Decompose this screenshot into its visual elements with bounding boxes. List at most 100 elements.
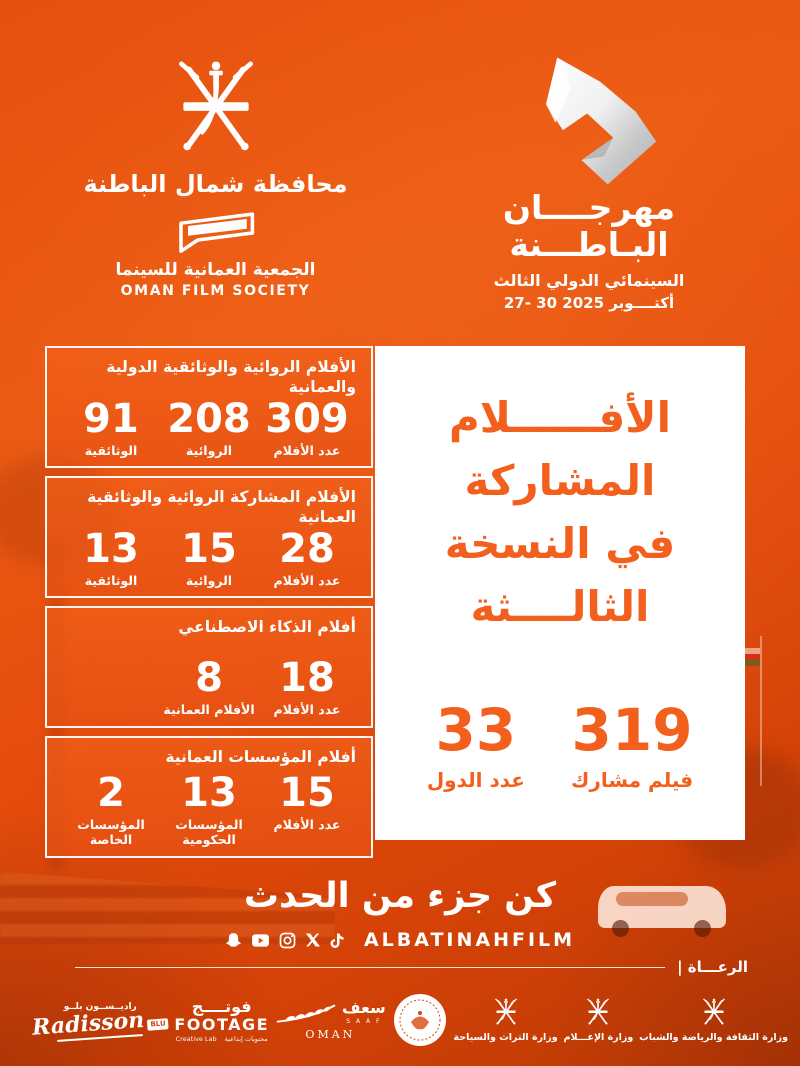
saaf-letters: S A A F xyxy=(346,1017,382,1025)
flagpole xyxy=(760,636,762,786)
stat-label: عدد الدول xyxy=(426,768,525,792)
film-society-clapper-icon xyxy=(178,212,254,253)
youtube-icon[interactable] xyxy=(251,933,270,948)
sponsor-footage: فوتــــج FOOTAGE Creative Lab محتويات إب… xyxy=(174,997,269,1044)
instagram-icon[interactable] xyxy=(279,932,296,949)
festival-dates: 27- 30 أكتــــوبر 2025 xyxy=(503,293,675,312)
stats-box-international-films: الأفلام الروائية والوثائقية الدولية والع… xyxy=(45,346,373,468)
stat-label: الوثائقية xyxy=(84,572,138,588)
stat-label: المؤسسات الحكومية xyxy=(175,817,243,847)
summary-stats: 319 فيلم مشارك 33 عدد الدول xyxy=(427,701,693,792)
stat-label: الروائية xyxy=(185,442,233,458)
stat-label: عدد الأفلام xyxy=(273,572,341,588)
stat-omani-films: 8 الأفلام العمانية xyxy=(160,657,258,717)
film-society-name-ar: الجمعية العمانية للسينما xyxy=(115,260,316,280)
social-handle[interactable]: ALBATINAHFILM xyxy=(363,929,576,951)
stat-narrative-films: 208 الروائية xyxy=(160,398,258,458)
stat-narrative-films: 15 الروائية xyxy=(160,528,258,588)
summary-heading: الأفــــــلام المشاركة في النسخة الثالــ… xyxy=(445,386,675,638)
saaf-oman-label: OMAN xyxy=(305,1027,356,1041)
sponsors-row: راديــســون بلــو Radisson BLU فوتــــج … xyxy=(31,980,788,1060)
stat-total-films: 28 عدد الأفلام xyxy=(258,528,356,588)
saaf-logo: سعف S A A F xyxy=(275,997,386,1025)
stat-private-institutions: 2 المؤسسات الخاصة xyxy=(62,772,160,847)
sponsor-ministry-heritage-tourism: وزارة التراث والسياحة xyxy=(453,997,558,1043)
stat-label: المؤسسات الخاصة xyxy=(77,817,145,847)
ministry-name: وزارة الثقافة والرياضة والشباب xyxy=(639,1031,788,1043)
stat-value: 319 xyxy=(571,696,693,764)
footage-subtitle: Creative Lab محتويات إبداعية xyxy=(176,1035,268,1043)
summary-heading-line: في النسخة xyxy=(444,519,676,568)
chamber-seal-logo xyxy=(393,994,446,1046)
stats-grid: 309 عدد الأفلام 208 الروائية 91 الوثائقي… xyxy=(62,398,356,460)
stats-box-title: أفلام الذكاء الاصطناعي xyxy=(178,618,356,636)
stat-label: الأفلام العمانية xyxy=(163,702,255,717)
stat-value: 8 xyxy=(195,655,223,701)
governorate-name: محافظة شمال الباطنة xyxy=(83,170,348,198)
radisson-blu-badge: BLU xyxy=(147,1017,170,1031)
stats-box-title: أفلام المؤسسات العمانية xyxy=(165,748,356,766)
stat-participating-films: 319 فيلم مشارك xyxy=(571,701,693,792)
footage-name-en: FOOTAGE xyxy=(174,1014,270,1034)
film-society-name-en: OMAN FILM SOCIETY xyxy=(120,283,311,299)
footage-subtitle-ar: محتويات إبداعية xyxy=(224,1035,268,1044)
stat-label: الروائية xyxy=(185,572,233,588)
saaf-name-ar: سعف xyxy=(341,997,386,1017)
stat-value: 208 xyxy=(167,395,251,442)
stat-government-institutions: 13 المؤسسات الحكومية xyxy=(160,772,258,847)
stat-value: 28 xyxy=(279,525,335,572)
stat-value: 2 xyxy=(97,770,125,816)
stat-value: 15 xyxy=(279,770,335,816)
stat-label: عدد الأفلام xyxy=(273,702,341,717)
social-media-row: ALBATINAHFILM xyxy=(0,929,800,951)
stat-value: 13 xyxy=(181,770,237,816)
stats-box-title: الأفلام المشاركة الروائية والوثائقية الع… xyxy=(87,488,356,527)
festival-subtitle: السينمائي الدولي الثالث xyxy=(493,270,685,290)
festival-title-line2: البـاطـــنة xyxy=(509,224,669,264)
footage-subtitle-en: Creative Lab xyxy=(175,1035,217,1044)
stat-label: فيلم مشارك xyxy=(570,768,694,792)
stats-box-ai-films: أفلام الذكاء الاصطناعي 18 عدد الأفلام 8 … xyxy=(45,606,373,728)
tiktok-icon[interactable] xyxy=(330,932,345,949)
radisson-name-ar: راديــســون بلــو xyxy=(63,1001,137,1012)
summary-heading-line: الأفــــــلام xyxy=(449,393,671,442)
x-icon[interactable] xyxy=(305,932,321,948)
stat-countries-count: 33 عدد الدول xyxy=(427,701,525,792)
oman-emblem-icon xyxy=(702,997,725,1026)
stat-value: 18 xyxy=(279,655,335,701)
stat-value: 309 xyxy=(265,395,349,442)
event-tagline: كن جزء من الحدث xyxy=(243,876,557,916)
stats-box-title: الأفلام الروائية والوثائقية الدولية والع… xyxy=(106,358,356,397)
festival-ribbon-logo-icon xyxy=(546,57,657,185)
radisson-name-en: Radisson xyxy=(31,1006,146,1041)
sponsor-radisson-blu: راديــســون بلــو Radisson BLU xyxy=(31,1001,170,1042)
sponsor-ministry-information: وزارة الإعـــلام xyxy=(564,997,633,1043)
stat-label: الوثائقية xyxy=(84,442,138,458)
oman-emblem-icon xyxy=(587,997,610,1026)
stat-value: 33 xyxy=(435,696,517,764)
ministry-name: وزارة التراث والسياحة xyxy=(453,1031,558,1043)
radisson-logo: Radisson BLU xyxy=(31,1006,170,1041)
festival-block: مهرجــــان البـاطـــنة السينمائي الدولي … xyxy=(443,50,735,312)
festival-title-line1: مهرجــــان xyxy=(502,188,676,227)
governorate-block: محافظة شمال الباطنة الجمعية العمانية للس… xyxy=(63,56,368,299)
sponsor-saaf-oman: سعف S A A F OMAN xyxy=(275,997,386,1041)
saaf-name-block: سعف S A A F xyxy=(341,997,386,1025)
stat-value: 15 xyxy=(181,525,237,572)
oman-emblem-icon xyxy=(494,997,517,1026)
summary-heading-line: المشاركة xyxy=(464,456,656,505)
stat-value: 91 xyxy=(83,395,139,442)
stat-value: 13 xyxy=(83,525,139,572)
divider-line xyxy=(75,966,666,968)
snapchat-icon[interactable] xyxy=(225,932,242,949)
stats-box-institution-films: أفلام المؤسسات العمانية 15 عدد الأفلام 1… xyxy=(45,736,373,858)
stat-label: عدد الأفلام xyxy=(273,442,341,458)
stats-grid: 18 عدد الأفلام 8 الأفلام العمانية xyxy=(62,657,356,719)
stat-documentary-films: 91 الوثائقية xyxy=(62,398,160,458)
stats-grid: 15 عدد الأفلام 13 المؤسسات الحكومية 2 ال… xyxy=(62,772,356,849)
stats-grid: 28 عدد الأفلام 15 الروائية 13 الوثائقية xyxy=(62,528,356,590)
stats-box-omani-participating-films: الأفلام المشاركة الروائية والوثائقية الع… xyxy=(45,476,373,598)
stat-documentary-films: 13 الوثائقية xyxy=(62,528,160,588)
sponsors-label: الرعـــاة | xyxy=(677,958,748,976)
